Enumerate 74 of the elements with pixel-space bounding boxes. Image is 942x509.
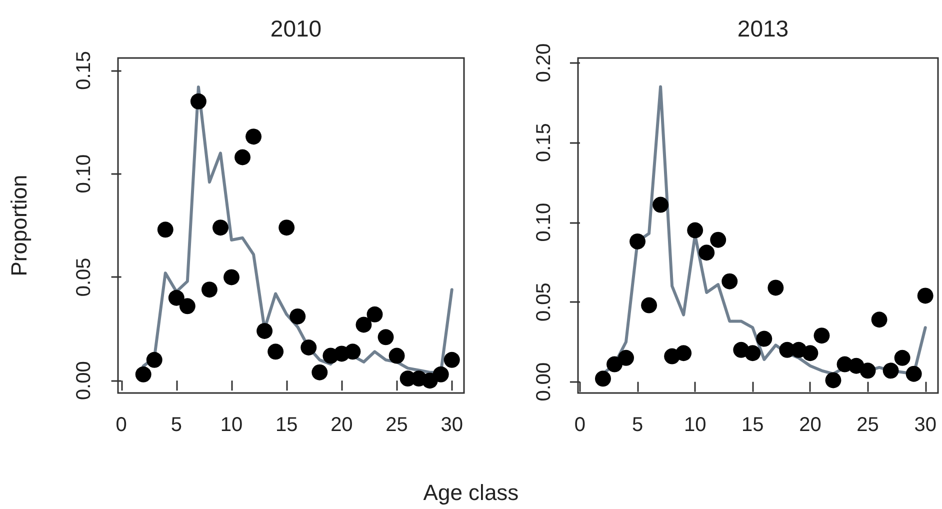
y-axis-title: Proportion [6,174,32,276]
point [618,350,634,366]
x-tick-label: 0 [574,414,586,436]
point [268,344,284,360]
point [744,345,761,362]
point [756,330,772,347]
point [871,312,888,328]
point [356,316,372,333]
x-axis-title: Age class [422,480,520,506]
point [201,282,218,298]
x-tick-label: 5 [632,414,644,436]
chart-title: 2010 [270,16,322,42]
point [606,356,622,372]
point [595,370,611,387]
point [814,328,830,344]
point [212,220,228,236]
y-tick-label: 0.00 [533,362,555,402]
point [894,350,910,366]
point [698,244,715,261]
point [256,322,273,339]
point [860,362,876,379]
y-tick-label: 0.05 [533,282,555,322]
point [388,348,405,364]
point [224,269,240,286]
point [378,329,394,346]
chart-title: 2013 [737,16,789,42]
point [906,366,922,382]
point [710,232,726,248]
point [444,352,460,368]
point [234,149,251,166]
point [135,366,152,382]
x-tick-label: 30 [914,414,936,436]
x-tick-label: 10 [220,414,243,436]
point [687,222,704,238]
point [768,280,784,296]
point [168,290,184,306]
point [722,273,738,290]
point [366,306,383,322]
point [290,308,306,324]
point [300,340,317,356]
x-tick-label: 0 [116,414,127,436]
point [641,297,658,314]
x-tick-label: 5 [170,414,182,436]
point [882,362,899,379]
x-tick-label: 20 [330,414,353,436]
point [278,220,295,236]
point [432,366,449,382]
x-tick-label: 25 [856,414,879,436]
point [676,345,692,362]
x-tick-label: 10 [684,414,706,436]
x-tick-label: 30 [440,414,464,436]
point [652,196,669,213]
point [825,372,842,388]
point [157,222,174,238]
y-tick-label: 0.05 [73,258,95,297]
point [190,93,206,110]
point [246,128,262,145]
x-tick-label: 15 [275,414,298,436]
y-tick-label: 0.10 [533,202,555,242]
y-tick-label: 0.15 [73,50,95,90]
y-tick-label: 0.20 [533,43,555,82]
x-tick-label: 20 [799,414,822,436]
y-tick-label: 0.10 [73,154,95,194]
point [179,298,196,314]
point [917,288,934,304]
point [802,345,818,362]
x-tick-label: 25 [386,414,408,436]
point [630,233,646,250]
point [146,352,162,368]
y-tick-label: 0.15 [533,123,555,162]
x-tick-label: 15 [742,414,764,436]
y-tick-label: 0.00 [73,361,95,400]
point [344,344,361,360]
point [312,364,328,380]
